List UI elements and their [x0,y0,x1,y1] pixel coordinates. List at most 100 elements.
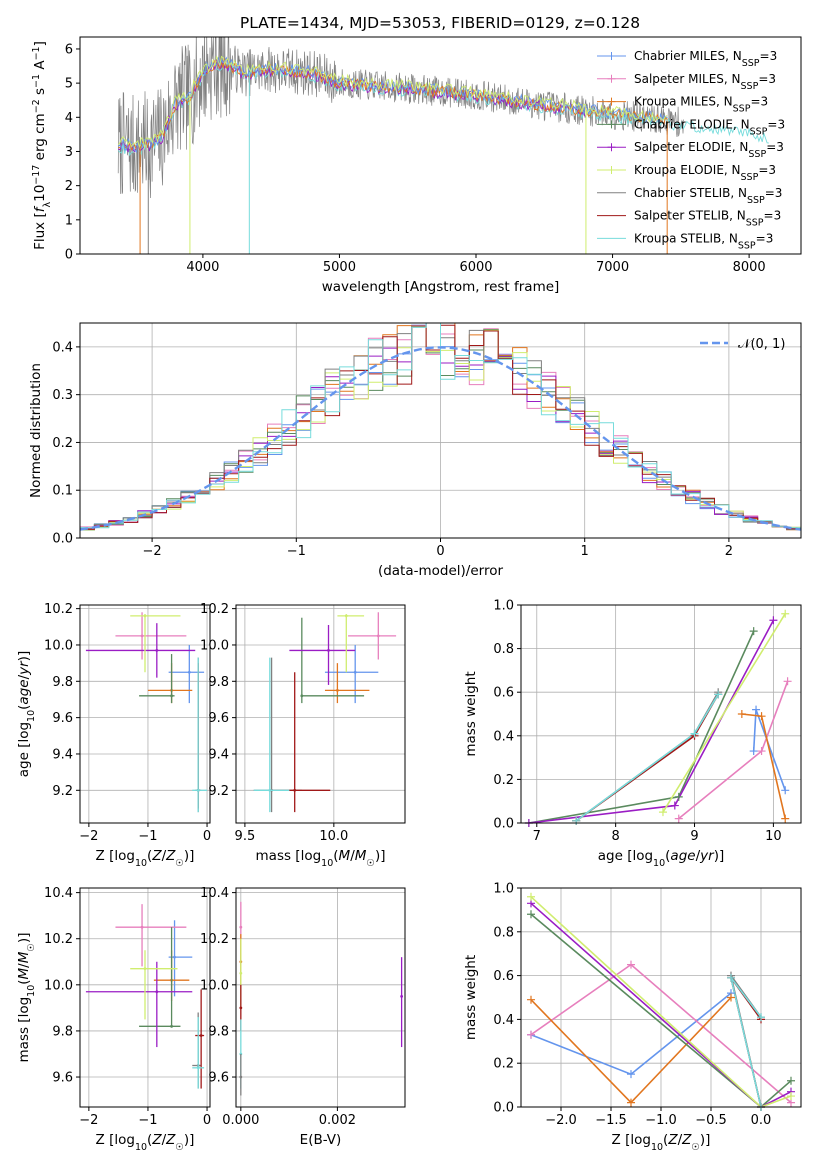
weight-line-purple [528,619,775,823]
y-tick-label: 0.4 [52,340,73,355]
y-tick-label: 0.4 [493,1013,514,1028]
y-tick-label: 0.6 [493,686,514,701]
legend-label: Kroupa MILES, NSSP=3 [634,95,768,115]
weight-marker [714,690,723,699]
plot-area [85,612,208,813]
data-point [353,670,357,674]
weight-marker [757,1013,765,1022]
x-tick-label: −0.5 [695,1113,727,1128]
x-axis-label: mass [log10(M/M☉)] [256,848,386,869]
weight-line-purple [530,902,792,1107]
y-tick-label: 0.0 [493,1101,514,1116]
x-tick-label: 1 [581,544,589,559]
data-point [170,1024,173,1028]
x-tick-label: 9.5 [235,829,256,844]
y-axis-label: mass weight [463,671,479,756]
x-tick-label: 4000 [186,260,219,275]
axes-frame [79,887,211,1108]
x-tick-label: 0 [436,544,444,559]
weight-marker [749,747,758,756]
axes-frame [79,36,802,255]
x-axis-label: E(B-V) [300,1132,342,1148]
weight-marker [627,1070,635,1079]
x-tick-label: 10 [765,829,782,844]
model-spectrum-orange [118,58,668,152]
x-tick-label: 0.000 [222,1113,259,1128]
weight-line-green [530,913,792,1107]
panel-weight_vs_age: 7 8 9 10 0.0 0.2 0.4 0.6 0.8 1.0 age [log10(age/yr… [463,599,802,869]
weight-marker [787,1092,795,1101]
data-point [143,967,147,971]
data-point [196,788,200,792]
y-tick-label: 0.8 [493,642,514,657]
weight-marker [737,710,746,718]
weight-marker [727,973,735,982]
weight-marker [783,677,792,686]
panel-mass_vs_EBV: 0.000 0.002 9.6 9.8 10.0 10.2 10.4 E(B-V) [200,886,406,1148]
y-tick-label: 5 [65,77,73,92]
weight-marker [674,814,683,823]
weight-marker [752,705,761,714]
y-axis-label: Normed distribution [28,363,44,498]
y-tick-label: 2 [65,179,73,194]
x-axis-label: (data-model)/error [378,563,504,579]
weight-line-cyan [730,977,762,1107]
axes-frame [79,322,802,539]
y-tick-label: 3 [65,145,73,160]
weight-marker [527,892,535,901]
y-tick-label: 0.8 [493,925,514,940]
x-tick-label: −1 [287,544,306,559]
x-tick-label: 9 [690,829,698,844]
data-point [344,614,348,618]
y-tick-label: 10.0 [200,978,229,993]
data-point [239,925,243,929]
figure-title: PLATE=1434, MJD=53053, FIBERID=0129, z=0… [240,14,640,32]
data-point [300,694,304,698]
x-axis-label: wavelength [Angstrom, rest frame] [322,279,560,295]
data-point [268,788,272,792]
x-tick-label: 7000 [596,260,629,275]
legend-label: Salpeter ELODIE, NSSP=3 [634,140,784,160]
legend-label: Kroupa ELODIE, NSSP=3 [634,163,776,183]
x-tick-label: 0 [203,1113,211,1128]
x-tick-label: 0.002 [319,1113,356,1128]
x-tick-label: −2 [79,1113,98,1128]
weight-marker [527,995,535,1004]
weight-marker [781,814,790,823]
y-tick-label: 10.4 [44,886,73,901]
x-tick-label: 7 [533,829,541,844]
y-tick-label: 0.2 [493,1057,514,1072]
data-point [170,694,173,698]
data-point [196,1066,200,1070]
y-tick-label: 9.8 [208,1024,229,1039]
x-axis-label: Z [log10(Z/Z☉)] [612,1132,711,1153]
y-tick-label: 9.2 [52,784,73,799]
x-tick-label: 0 [203,829,211,844]
data-point [239,1075,243,1079]
plot-area [85,904,205,1089]
gridlines [236,605,405,823]
panel-weight_vs_Z: −2.0 −1.5 −1.0 −0.5 0.0 0.0 0.2 0.4 0.6 0.8 1.0 Z [… [463,882,802,1153]
y-tick-label: 9.6 [208,711,229,726]
weight-marker [757,747,766,756]
weight-marker [781,609,790,618]
legend-label: Salpeter STELIB, NSSP=3 [634,209,781,229]
panel-mass_vs_Z: −2 −1 0 9.6 9.8 10.0 10.2 10.4 Z [log10(Z/Z☉)] ma… [16,886,211,1152]
axes-frame [520,604,802,824]
gridlines [521,604,801,824]
panel-residuals: −2 −1 0 1 2 0.0 0.1 0.2 0.3 0.4 (data-model)/error… [28,322,802,579]
plot-area [253,612,397,813]
y-axis-label: mass [log10(M/M☉)] [16,933,37,1063]
x-tick-label: 0.0 [751,1113,772,1128]
y-tick-label: 10.2 [44,932,73,947]
y-tick-label: 0.1 [52,484,73,499]
y-tick-label: 0.0 [493,817,514,832]
data-point [376,634,380,638]
legend-label: Chabrier STELIB, NSSP=3 [634,186,782,206]
weight-marker [527,910,535,919]
x-tick-label: 10.0 [319,829,348,844]
data-point [155,990,159,994]
weight-marker [658,808,667,817]
x-axis-label: Z [log10(Z/Z☉)] [96,1132,195,1153]
